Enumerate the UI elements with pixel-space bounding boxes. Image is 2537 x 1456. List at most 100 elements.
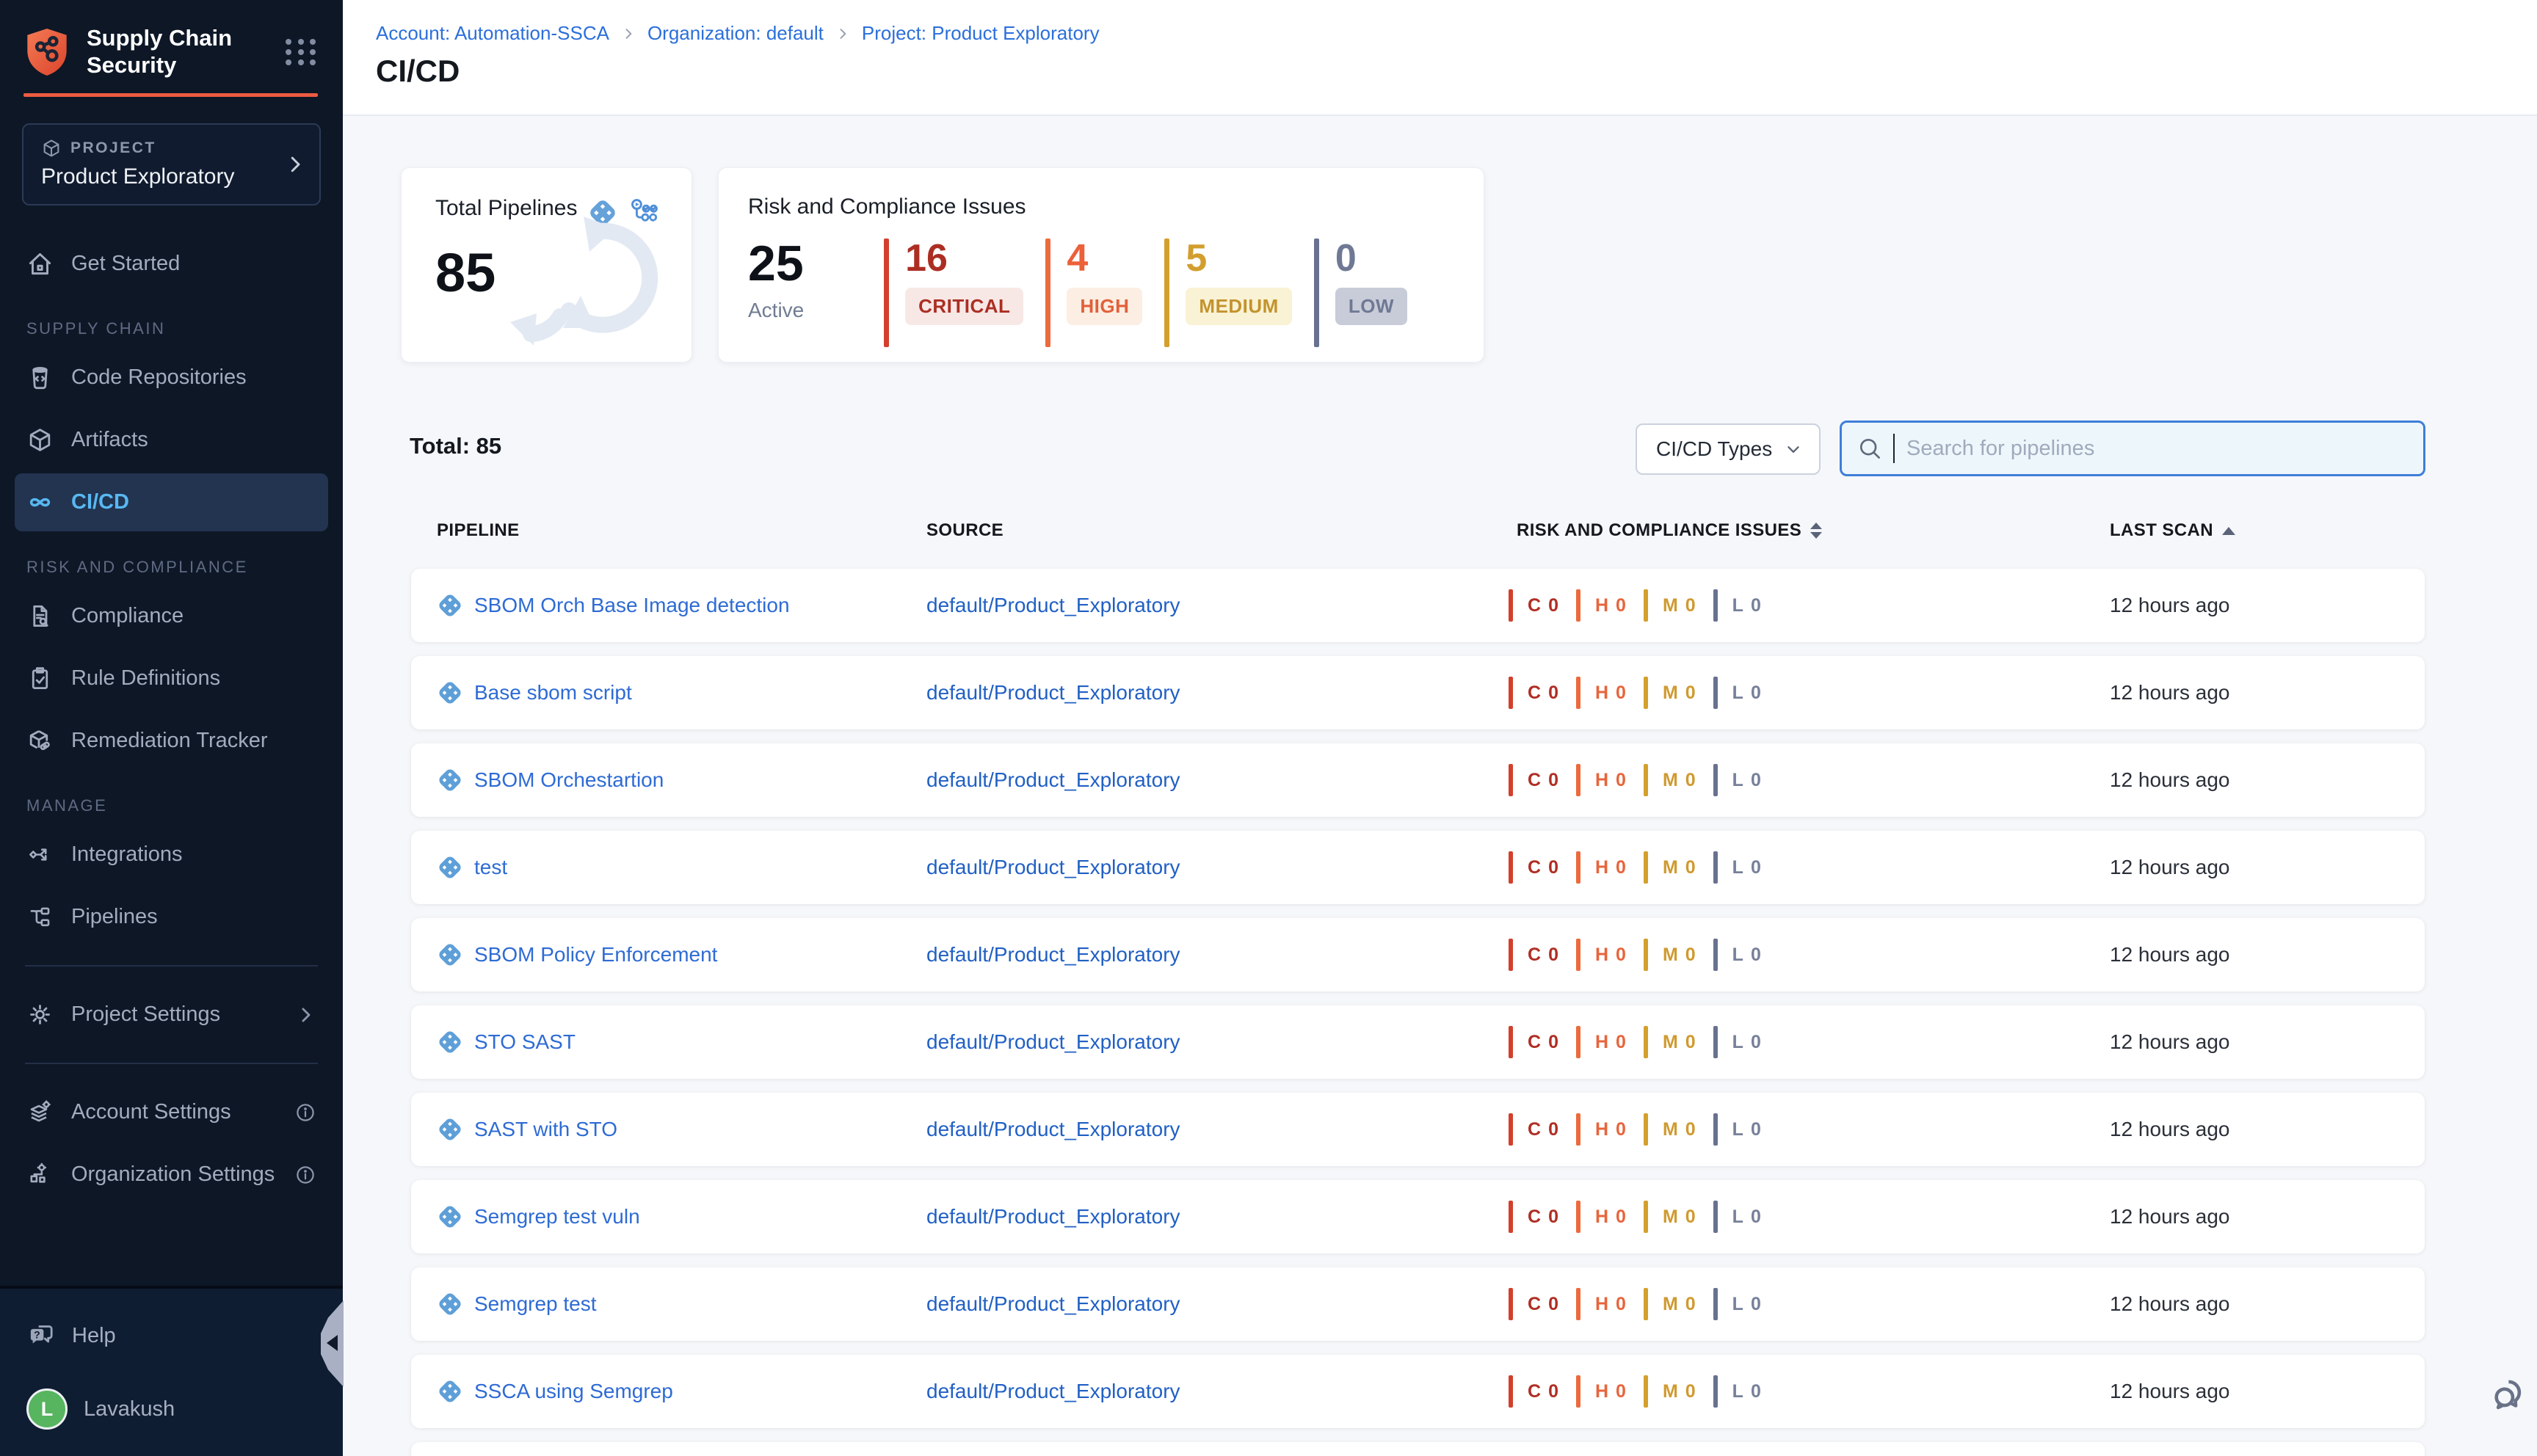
severity-bar bbox=[1713, 851, 1718, 884]
severity-letter: H bbox=[1594, 1118, 1610, 1140]
severity-count: 0 bbox=[1750, 1031, 1761, 1052]
source-link[interactable]: default/Product_Exploratory bbox=[926, 1380, 1180, 1402]
pipeline-name-link[interactable]: SBOM Policy Enforcement bbox=[474, 943, 718, 966]
pipeline-name-link[interactable]: SAST with STO bbox=[474, 1118, 618, 1140]
severity-bar bbox=[1713, 1026, 1718, 1058]
severity-letter: C bbox=[1528, 769, 1542, 790]
pipeline-diamond-icon bbox=[435, 1377, 465, 1406]
module-grid-icon[interactable] bbox=[286, 36, 318, 68]
info-icon[interactable] bbox=[294, 1102, 316, 1124]
project-name: Product Exploratory bbox=[41, 164, 235, 189]
pipeline-name-link[interactable]: Base sbom script bbox=[474, 681, 632, 704]
gear-icon bbox=[30, 1005, 50, 1025]
severity-letter: H bbox=[1594, 1031, 1610, 1052]
sidebar-item-remediation-tracker[interactable]: Remediation Tracker bbox=[15, 712, 328, 770]
sidebar-item-integrations[interactable]: Integrations bbox=[15, 826, 328, 884]
column-header-pipeline[interactable]: PIPELINE bbox=[437, 520, 520, 540]
search-input[interactable] bbox=[1905, 436, 2409, 461]
pipeline-name-link[interactable]: SBOM Orchestartion bbox=[474, 768, 664, 791]
column-header-last-scan[interactable]: LAST SCAN bbox=[2110, 520, 2235, 541]
table-header: PIPELINE SOURCE RISK AND COMPLIANCE ISSU… bbox=[411, 520, 2537, 545]
severity-bar bbox=[1164, 239, 1170, 347]
severity-bar bbox=[1509, 1113, 1513, 1146]
severity-letter: L bbox=[1732, 944, 1744, 965]
pipeline-name-link[interactable]: test bbox=[474, 856, 508, 878]
main: Account: Automation-SSCA Organization: d… bbox=[343, 0, 2537, 1456]
sidebar-item-cicd[interactable]: CI/CD bbox=[15, 473, 328, 532]
pipeline-diamond-icon bbox=[435, 678, 465, 707]
severity-count: 0 bbox=[1548, 1031, 1558, 1052]
column-header-source[interactable]: SOURCE bbox=[926, 520, 1004, 540]
cicd-types-dropdown[interactable]: CI/CD Types bbox=[1636, 423, 1821, 475]
pipeline-name-link[interactable]: Semgrep test vuln bbox=[474, 1205, 640, 1228]
pipeline-name-link[interactable]: STO SAST bbox=[474, 1030, 576, 1053]
severity-count: 0 bbox=[1750, 1380, 1761, 1402]
severity-count: 0 bbox=[1548, 944, 1558, 965]
breadcrumb-account-link[interactable]: Account: Automation-SSCA bbox=[376, 22, 609, 44]
pipeline-diamond-icon bbox=[435, 1027, 465, 1057]
severity-count: 0 bbox=[1616, 1031, 1626, 1052]
source-link[interactable]: default/Product_Exploratory bbox=[926, 768, 1180, 791]
severity-letter: C bbox=[1528, 944, 1542, 965]
chevron-down-icon bbox=[1787, 446, 1799, 453]
severity-bar bbox=[1575, 589, 1580, 622]
table-row-partial bbox=[411, 1442, 2425, 1456]
sidebar-item-get-started[interactable]: Get Started bbox=[15, 235, 328, 293]
severity-bar bbox=[1313, 239, 1319, 347]
sidebar-item-account-settings[interactable]: Account Settings bbox=[15, 1083, 328, 1141]
sidebar-item-project-settings[interactable]: Project Settings bbox=[15, 986, 328, 1044]
help-chat-icon: ? bbox=[30, 1325, 53, 1344]
sidebar-item-label: Rule Definitions bbox=[71, 666, 221, 691]
severity-low: 0 LOW bbox=[1313, 237, 1407, 347]
project-selector[interactable]: PROJECT Product Exploratory bbox=[22, 123, 321, 206]
pipeline-name-link[interactable]: Semgrep test bbox=[474, 1292, 597, 1315]
source-link[interactable]: default/Product_Exploratory bbox=[926, 1292, 1180, 1315]
sidebar-item-rule-definitions[interactable]: Rule Definitions bbox=[15, 649, 328, 707]
severity-badge: LOW bbox=[1335, 287, 1407, 325]
last-scan-value: 12 hours ago bbox=[2110, 1380, 2230, 1402]
sidebar-item-artifacts[interactable]: Artifacts bbox=[15, 411, 328, 469]
severity-critical: 16 CRITICAL bbox=[884, 239, 1024, 347]
severity-bar bbox=[1643, 939, 1648, 971]
source-link[interactable]: default/Product_Exploratory bbox=[926, 1205, 1180, 1228]
sidebar-item-pipelines[interactable]: Pipelines bbox=[15, 888, 328, 946]
remediation-box-icon bbox=[29, 730, 50, 751]
severity-bar bbox=[1509, 1026, 1513, 1058]
total-pipelines-card: Total Pipelines 85 bbox=[401, 167, 692, 363]
breadcrumb-project-link[interactable]: Project: Product Exploratory bbox=[861, 22, 1100, 44]
severity-letter: L bbox=[1732, 856, 1744, 878]
user-menu[interactable]: L Lavakush bbox=[26, 1388, 318, 1430]
source-link[interactable]: default/Product_Exploratory bbox=[926, 594, 1180, 616]
sidebar-item-label: Account Settings bbox=[71, 1100, 231, 1124]
severity-count: 0 bbox=[1750, 856, 1761, 878]
source-link[interactable]: default/Product_Exploratory bbox=[926, 856, 1180, 878]
sidebar-item-code-repositories[interactable]: Code Repositories bbox=[15, 349, 328, 407]
sidebar-item-compliance[interactable]: Compliance bbox=[15, 587, 328, 645]
help-label: Help bbox=[72, 1323, 116, 1347]
pipeline-name-link[interactable]: SBOM Orch Base Image detection bbox=[474, 594, 790, 616]
source-link[interactable]: default/Product_Exploratory bbox=[926, 681, 1180, 704]
severity-letter: M bbox=[1662, 682, 1679, 703]
source-link[interactable]: default/Product_Exploratory bbox=[926, 1118, 1180, 1140]
severity-count: 0 bbox=[1750, 1118, 1761, 1140]
breadcrumb-separator-icon bbox=[625, 28, 632, 39]
help-button[interactable]: ? Help bbox=[26, 1321, 318, 1350]
support-chat-icon[interactable] bbox=[2490, 1374, 2533, 1416]
source-link[interactable]: default/Product_Exploratory bbox=[926, 1030, 1180, 1053]
nav-section-supply-chain: SUPPLY CHAIN bbox=[26, 319, 166, 338]
severity-bar bbox=[1509, 851, 1513, 884]
table-row: Base sbom script default/Product_Explorat… bbox=[411, 656, 2425, 729]
severity-letter: M bbox=[1662, 1206, 1679, 1227]
severity-count: 0 bbox=[1548, 1293, 1558, 1314]
column-header-risk-issues[interactable]: RISK AND COMPLIANCE ISSUES bbox=[1517, 520, 1823, 541]
source-link[interactable]: default/Product_Exploratory bbox=[926, 943, 1180, 966]
severity-bar bbox=[1643, 1201, 1648, 1233]
sidebar-item-organization-settings[interactable]: Organization Settings bbox=[15, 1146, 328, 1204]
pipeline-name-link[interactable]: SSCA using Semgrep bbox=[474, 1380, 673, 1402]
info-icon[interactable] bbox=[294, 1164, 316, 1186]
severity-bar bbox=[1643, 1113, 1648, 1146]
severity-count: 0 bbox=[1335, 237, 1357, 280]
breadcrumb-org-link[interactable]: Organization: default bbox=[647, 22, 824, 44]
